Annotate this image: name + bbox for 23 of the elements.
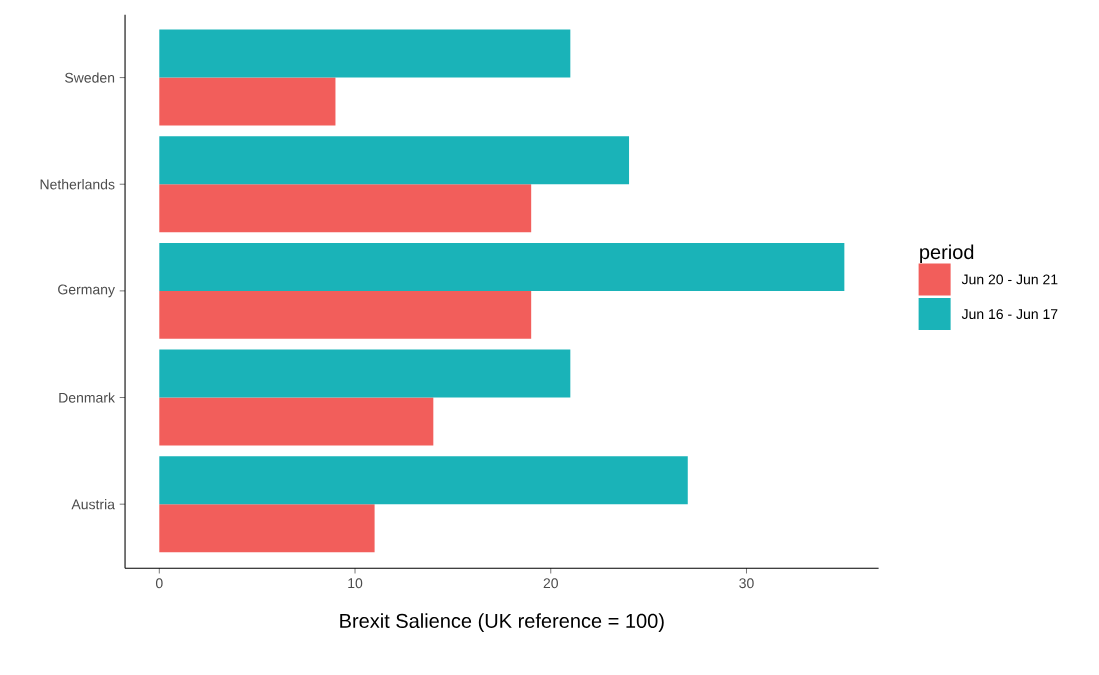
bar (159, 242, 845, 291)
x-tick-label: 20 (543, 578, 558, 589)
x-axis-title: Brexit Salience (UK reference = 100) (340, 613, 664, 632)
bar (159, 184, 532, 233)
x-tick-label: 10 (348, 578, 363, 589)
bar (159, 456, 688, 505)
bar (159, 29, 571, 78)
y-tick-label: Netherlands (40, 179, 115, 190)
y-tick-label: Sweden (65, 72, 115, 83)
x-tick-label: 0 (155, 578, 163, 589)
bar (159, 290, 532, 339)
legend-label: Jun 20 - Jun 21 (961, 274, 1058, 285)
y-tick-label: Germany (58, 284, 115, 298)
y-tick-label: Denmark (59, 392, 115, 403)
bar (159, 136, 630, 185)
legend-title: period (920, 244, 974, 264)
bar (159, 349, 571, 398)
bar (159, 397, 434, 446)
bar (159, 77, 336, 126)
x-tick-label: 30 (739, 578, 754, 589)
legend-label: Jun 16 - Jun 17 (961, 309, 1058, 320)
y-tick-label: Austria (71, 499, 115, 510)
bar (159, 504, 375, 553)
